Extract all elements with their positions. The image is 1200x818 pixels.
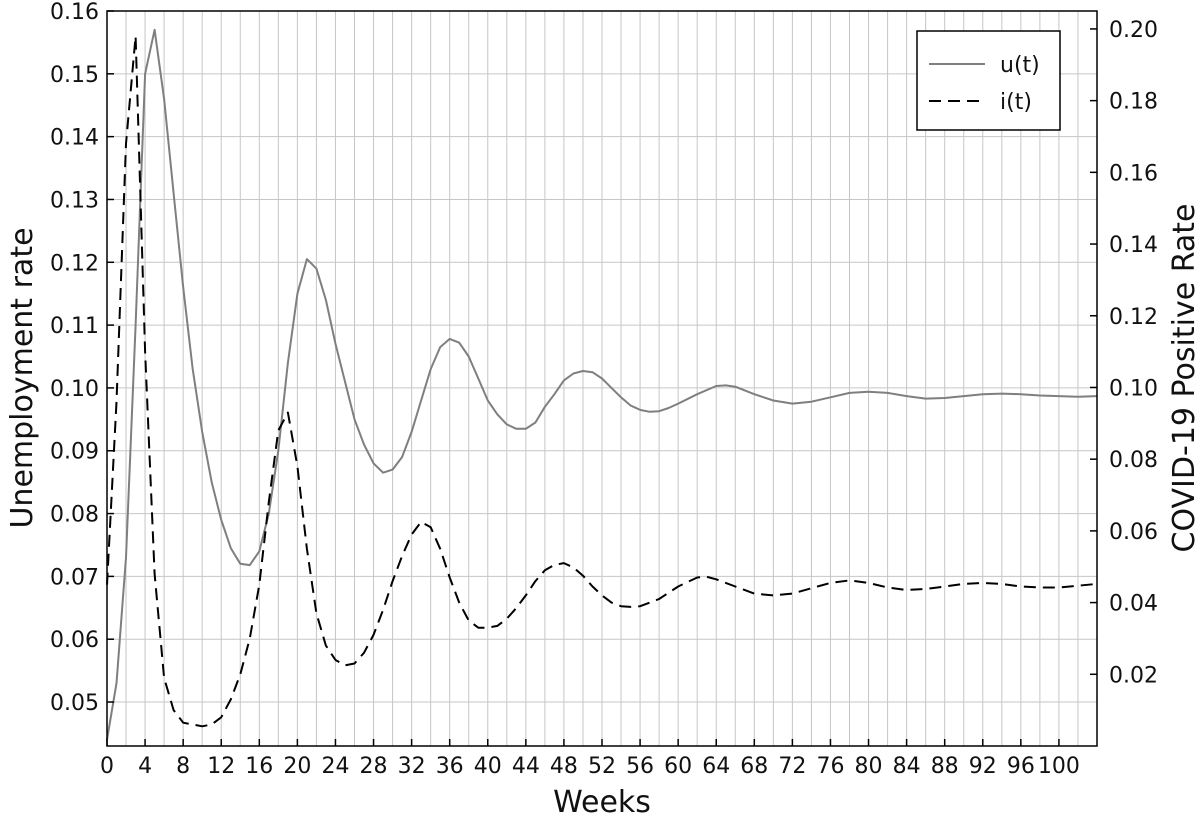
left-y-tick-label: 0.12 xyxy=(50,251,99,276)
x-tick-label: 24 xyxy=(321,754,349,779)
x-tick-label: 56 xyxy=(626,754,654,779)
legend: u(t) i(t) xyxy=(916,30,1061,131)
right-y-tick-label: 0.16 xyxy=(1109,161,1158,186)
x-axis-ticks: 0 4 8 12 16 20 24 28 32 36 40 44 48 52 56 60 64 68 72 76 80 8… xyxy=(100,739,1080,779)
left-y-tick-label: 0.16 xyxy=(50,0,99,25)
x-tick-label: 100 xyxy=(1038,754,1080,779)
x-tick-label: 60 xyxy=(664,754,692,779)
x-tick-label: 16 xyxy=(245,754,273,779)
x-tick-label: 8 xyxy=(176,754,190,779)
left-y-tick-label: 0.13 xyxy=(50,188,99,213)
series-line-i xyxy=(106,35,1098,728)
legend-label-u: u(t) xyxy=(1000,53,1040,78)
vertical-gridlines xyxy=(125,11,1079,746)
legend-label-i: i(t) xyxy=(1000,90,1032,115)
left-y-tick-label: 0.09 xyxy=(50,440,99,465)
left-y-tick-label: 0.11 xyxy=(50,314,99,339)
x-tick-label: 36 xyxy=(436,754,464,779)
x-tick-label: 80 xyxy=(855,754,883,779)
series-line-u xyxy=(106,28,1098,740)
left-y-tick-label: 0.14 xyxy=(50,126,99,151)
left-y-tick-label: 0.10 xyxy=(50,377,99,402)
x-tick-label: 84 xyxy=(893,754,921,779)
right-y-axis-ticks: 0.02 0.04 0.06 0.08 0.10 0.12 0.14 0.16 0.18 0.20 xyxy=(1090,18,1158,688)
x-tick-label: 0 xyxy=(100,754,114,779)
right-y-tick-label: 0.02 xyxy=(1109,663,1158,688)
legend-box xyxy=(916,30,1061,131)
x-tick-label: 92 xyxy=(969,754,997,779)
left-y-axis-title: Unemployment rate xyxy=(5,227,40,528)
right-y-tick-label: 0.12 xyxy=(1109,305,1158,330)
left-y-tick-label: 0.06 xyxy=(50,628,99,653)
right-y-tick-label: 0.14 xyxy=(1109,233,1158,258)
right-y-tick-label: 0.10 xyxy=(1109,376,1158,401)
left-y-tick-label: 0.05 xyxy=(50,691,99,716)
left-y-axis-ticks: 0.05 0.06 0.07 0.08 0.09 0.10 0.11 0.12 0.13 0.14… xyxy=(50,0,114,716)
x-tick-label: 64 xyxy=(702,754,730,779)
x-tick-label: 44 xyxy=(512,754,540,779)
x-tick-label: 52 xyxy=(588,754,616,779)
right-y-tick-label: 0.20 xyxy=(1109,18,1158,43)
right-y-tick-label: 0.06 xyxy=(1109,520,1158,545)
x-tick-label: 28 xyxy=(360,754,388,779)
x-tick-label: 48 xyxy=(550,754,578,779)
x-tick-label: 4 xyxy=(138,754,152,779)
x-tick-label: 40 xyxy=(474,754,502,779)
x-tick-label: 32 xyxy=(398,754,426,779)
x-tick-label: 72 xyxy=(778,754,806,779)
left-y-tick-label: 0.15 xyxy=(50,63,99,88)
series-layer xyxy=(106,28,1098,740)
left-y-tick-label: 0.08 xyxy=(50,503,99,528)
right-y-tick-label: 0.18 xyxy=(1109,90,1158,115)
x-tick-label: 12 xyxy=(207,754,235,779)
x-tick-label: 68 xyxy=(740,754,768,779)
right-y-tick-label: 0.04 xyxy=(1109,592,1158,617)
x-tick-label: 96 xyxy=(1007,754,1035,779)
right-y-axis-title: COVID-19 Positive Rate xyxy=(1167,203,1200,552)
x-tick-label: 20 xyxy=(283,754,311,779)
left-y-tick-label: 0.07 xyxy=(50,565,99,590)
x-tick-label: 88 xyxy=(931,754,959,779)
x-axis-title: Weeks xyxy=(553,785,651,818)
right-y-tick-label: 0.08 xyxy=(1109,448,1158,473)
x-tick-label: 76 xyxy=(816,754,844,779)
